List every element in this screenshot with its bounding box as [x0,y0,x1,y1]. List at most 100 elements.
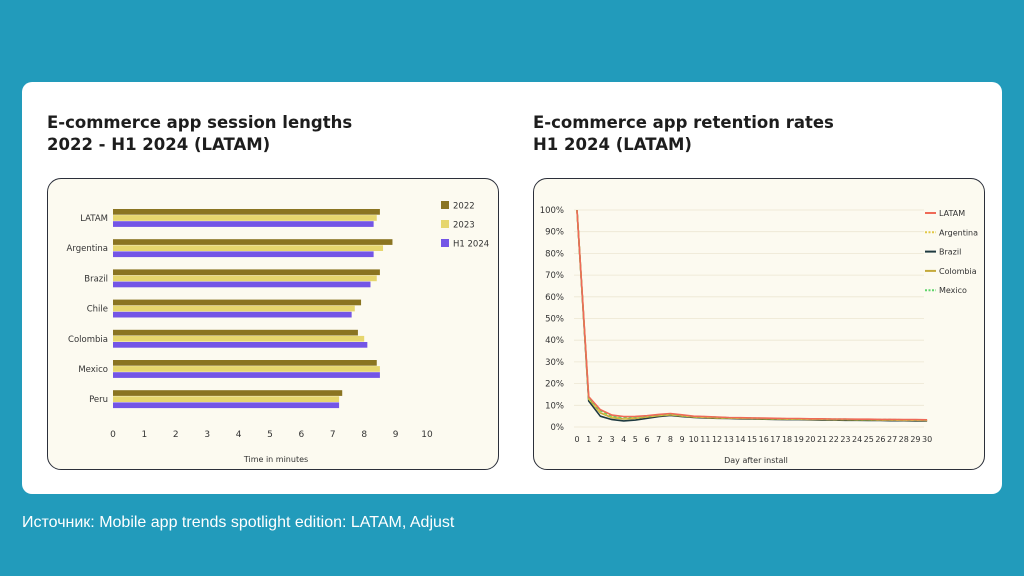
x-tick-label-11: 11 [700,435,710,444]
source-citation: Источник: Mobile app trends spotlight ed… [22,514,455,531]
x-tick-label-30: 30 [922,435,932,444]
y-tick-label-10: 10% [545,401,564,411]
x-tick-label-21: 21 [817,435,827,444]
bar-2023-peru [113,396,340,402]
y-tick-label-40: 40% [545,336,564,346]
legend-label-mexico: Mexico [939,286,967,295]
retention-line-chart: 0%10%20%30%40%50%60%70%80%90%100%0 1 2 3 4 5 6… [540,206,978,465]
category-label-mexico: Mexico [78,365,108,375]
y-tick-label-0: 0% [551,423,565,433]
x-tick-label-24: 24 [852,435,862,444]
category-label-colombia: Colombia [68,335,108,345]
y-tick-label-50: 50% [545,315,564,325]
series-line-argentina [576,209,928,422]
x-tick-label-29: 29 [910,435,920,444]
x-tick-label-3: 3 [204,430,210,440]
x-tick-label-18: 18 [782,435,792,444]
x-axis-label: Time in minutes [243,455,308,464]
series-line-latam [576,209,928,421]
bar-2022-argentina [113,239,393,245]
session-chart-panel: LATAM Argentina Brazil Chile Colombia Mexico P… [47,178,499,470]
x-tick-label-10: 10 [421,430,433,440]
x-tick-label-3: 3 [609,435,614,444]
category-label-latam: LATAM [80,214,108,224]
x-tick-label-7: 7 [330,430,336,440]
bar-2022-brazil [113,269,380,276]
bar-h1-2024-latam [113,221,374,227]
x-tick-label-8: 8 [668,435,673,444]
x-tick-label-12: 12 [712,435,722,444]
x-tick-label-0: 0 [574,435,579,444]
x-tick-label-17: 17 [770,435,780,444]
x-tick-label-13: 13 [724,435,734,444]
bar-2023-argentina [113,245,384,251]
legend-swatch-2022 [441,201,449,209]
session-bar-chart: LATAM Argentina Brazil Chile Colombia Mexico P… [67,201,489,464]
retention-chart-title-line1: E-commerce app retention rates [533,113,834,132]
x-tick-label-27: 27 [887,435,897,444]
bar-2023-brazil [113,275,377,282]
y-tick-label-90: 90% [545,228,564,238]
bar-2023-mexico [113,366,380,372]
session-chart-title-line2: 2022 - H1 2024 (LATAM) [47,135,271,154]
x-tick-label-4: 4 [236,430,242,440]
session-chart-title: E-commerce app session lengths 2022 - H1… [47,112,352,156]
x-tick-label-10: 10 [689,435,699,444]
retention-chart-panel: 0% 10% 20% 30% 40% 50% 60% 70% 80% 90% 100% 0 1 2 3 4 5 6… [533,178,985,470]
series-line-colombia [576,209,928,422]
bar-2022-colombia [113,329,358,336]
y-tick-label-30: 30% [545,358,564,368]
bar-2023-colombia [113,335,365,342]
x-tick-label-19: 19 [794,435,804,444]
legend-label-h1-2024: H1 2024 [453,240,489,250]
legend-swatch-h1-2024 [441,239,449,247]
legend-label-colombia: Colombia [939,267,977,276]
x-tick-label-1: 1 [586,435,591,444]
category-label-brazil: Brazil [84,274,108,284]
series-line-brazil [576,209,928,422]
retention-chart-title: E-commerce app retention rates H1 2024 (… [533,112,834,156]
bar-2022-mexico [113,360,377,366]
x-tick-label-0: 0 [110,430,116,440]
y-tick-label-100: 100% [540,206,564,216]
x-axis-label: Day after install [724,456,788,465]
category-label-chile: Chile [87,305,108,315]
x-tick-label-20: 20 [805,435,815,444]
y-tick-label-70: 70% [545,271,564,281]
legend-label-brazil: Brazil [939,248,961,257]
x-tick-label-14: 14 [735,435,745,444]
retention-chart-title-line2: H1 2024 (LATAM) [533,135,692,154]
x-tick-label-8: 8 [361,430,367,440]
bar-h1-2024-argentina [113,251,374,258]
y-tick-label-20: 20% [545,380,564,390]
x-tick-label-6: 6 [644,435,649,444]
x-tick-label-23: 23 [840,435,850,444]
x-tick-label-16: 16 [759,435,769,444]
legend-label-2022: 2022 [453,202,475,212]
series-line-mexico [576,209,928,421]
bar-h1-2024-chile [113,311,352,318]
x-tick-label-9: 9 [679,435,684,444]
x-tick-label-28: 28 [899,435,909,444]
bar-h1-2024-colombia [113,342,368,348]
bar-2022-peru [113,390,343,396]
bar-2023-latam [113,215,377,221]
category-label-peru: Peru [89,395,108,405]
x-tick-label-4: 4 [621,435,626,444]
bar-h1-2024-brazil [113,281,371,288]
legend-label-argentina: Argentina [939,228,978,237]
x-tick-label-9: 9 [393,430,399,440]
x-tick-label-25: 25 [864,435,874,444]
x-tick-label-2: 2 [173,430,179,440]
y-tick-label-80: 80% [545,249,564,259]
category-label-argentina: Argentina [67,244,108,254]
bar-h1-2024-mexico [113,372,380,378]
x-tick-label-7: 7 [656,435,661,444]
x-tick-label-15: 15 [747,435,757,444]
bar-2022-latam [113,209,380,215]
x-tick-label-22: 22 [829,435,839,444]
bar-2022-chile [113,299,362,306]
bar-2023-chile [113,305,355,312]
x-tick-label-5: 5 [633,435,638,444]
legend-label-latam: LATAM [939,209,965,218]
